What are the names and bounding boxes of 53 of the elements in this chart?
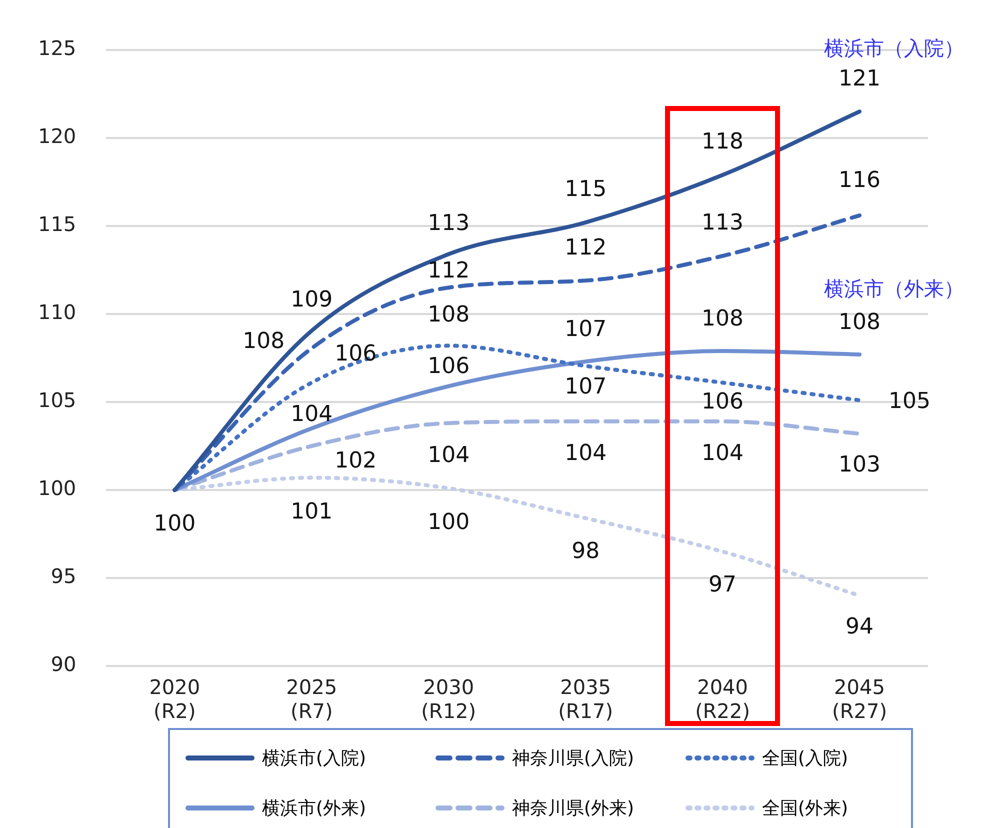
x-tick-label: 2035 (R17) xyxy=(558,675,614,724)
data-label: 108 xyxy=(428,302,470,328)
y-tick-label: 120 xyxy=(38,124,76,148)
data-label: 106 xyxy=(428,354,470,379)
data-label: 100 xyxy=(428,510,470,535)
y-tick-label: 90 xyxy=(50,652,76,676)
x-tick-label: 2025 (R7) xyxy=(286,675,338,724)
x-tick-label: 2030 (R12) xyxy=(421,675,476,724)
x-tick-label: 2040 (R22) xyxy=(695,675,750,724)
data-label: 109 xyxy=(290,287,333,312)
legend-label: 全国(入院) xyxy=(762,747,848,770)
data-label: 105 xyxy=(888,388,931,414)
data-label: 104 xyxy=(702,441,744,466)
legend-label: 横浜市(外来) xyxy=(262,797,366,820)
annotation: 横浜市（外来） xyxy=(824,276,964,300)
data-label: 112 xyxy=(564,235,607,260)
x-tick-label: 2045 (R27) xyxy=(832,675,887,724)
data-label: 118 xyxy=(702,130,744,155)
x-tick-label: 2020 (R2) xyxy=(149,675,200,724)
data-label: 108 xyxy=(838,310,881,336)
data-label: 100 xyxy=(154,512,196,537)
y-tick-label: 100 xyxy=(38,476,76,500)
data-label: 113 xyxy=(702,210,744,236)
data-label: 121 xyxy=(838,66,881,92)
data-label: 112 xyxy=(428,258,470,284)
data-label: 104 xyxy=(290,402,333,428)
data-label: 108 xyxy=(242,329,285,354)
data-label: 115 xyxy=(564,177,607,202)
y-tick-label: 125 xyxy=(38,36,76,60)
legend-label: 横浜市(入院) xyxy=(262,747,366,770)
data-label: 106 xyxy=(702,389,744,414)
data-label: 101 xyxy=(290,499,333,524)
legend-label: 神奈川県(入院) xyxy=(512,747,634,770)
data-label: 107 xyxy=(564,317,607,342)
data-label: 104 xyxy=(564,441,607,466)
data-label: 98 xyxy=(572,538,600,564)
data-label: 94 xyxy=(846,614,874,640)
data-label: 113 xyxy=(428,210,470,236)
data-label: 104 xyxy=(428,442,470,468)
y-tick-label: 95 xyxy=(50,564,76,588)
legend-label: 全国(外来) xyxy=(762,797,848,820)
data-label: 106 xyxy=(334,341,377,366)
data-label: 97 xyxy=(708,572,737,598)
y-tick-label: 115 xyxy=(38,212,76,236)
data-label: 103 xyxy=(838,452,881,478)
y-tick-label: 110 xyxy=(38,300,76,324)
y-tick-label: 105 xyxy=(38,388,76,412)
annotation: 横浜市（入院） xyxy=(824,36,964,60)
data-label: 107 xyxy=(564,374,607,400)
data-label: 102 xyxy=(334,448,377,474)
legend-label: 神奈川県(外来) xyxy=(512,797,634,820)
data-label: 116 xyxy=(838,168,881,194)
data-label: 108 xyxy=(702,306,744,332)
